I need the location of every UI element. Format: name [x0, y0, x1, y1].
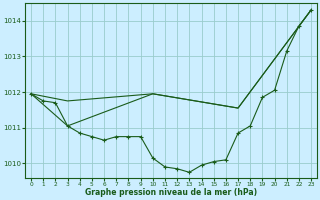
X-axis label: Graphe pression niveau de la mer (hPa): Graphe pression niveau de la mer (hPa) [85, 188, 257, 197]
